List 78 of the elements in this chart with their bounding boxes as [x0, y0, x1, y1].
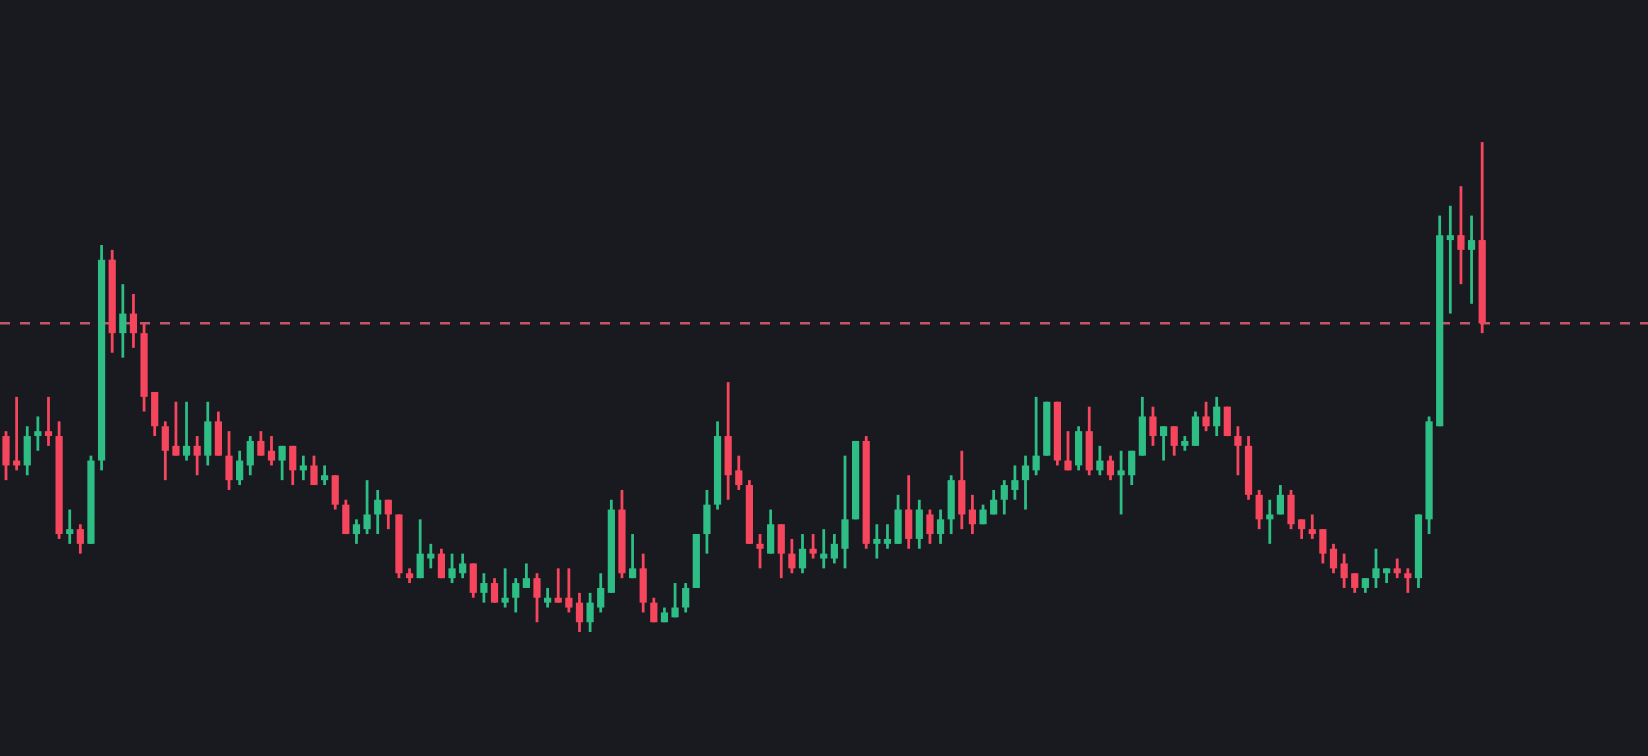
- candlestick: [915, 498, 923, 551]
- candlestick: [1234, 424, 1242, 477]
- candlestick: [682, 581, 690, 614]
- candlestick: [236, 449, 244, 487]
- candlestick: [756, 532, 764, 570]
- candlestick: [1446, 204, 1454, 315]
- candlestick: [1266, 498, 1274, 546]
- candlestick: [490, 576, 499, 605]
- candlestick: [44, 395, 53, 448]
- candlestick: [437, 547, 446, 580]
- candlestick: [1329, 542, 1338, 575]
- candlestick: [1170, 424, 1178, 458]
- candlestick: [1202, 400, 1210, 433]
- candlestick: [384, 498, 392, 531]
- candlestick: [628, 532, 637, 580]
- candlestick: [777, 522, 785, 580]
- candlestick: [129, 292, 138, 350]
- candlestick: [533, 571, 541, 624]
- candlestick: [1467, 214, 1476, 306]
- candlestick: [278, 444, 286, 482]
- candlestick: [947, 473, 955, 536]
- candlestick: [968, 493, 977, 536]
- candlestick: [1021, 454, 1030, 511]
- candlestick: [1149, 405, 1157, 448]
- candlestick: [501, 566, 509, 609]
- candlestick: [204, 400, 212, 467]
- candlestick: [193, 434, 201, 477]
- candlestick: [1213, 395, 1221, 438]
- candlestick: [936, 508, 945, 546]
- candlestick: [958, 449, 966, 531]
- candlestick: [342, 498, 350, 536]
- candlestick: [639, 552, 647, 614]
- candlestick: [225, 429, 233, 492]
- candlestick: [798, 532, 807, 575]
- candlestick: [809, 532, 817, 560]
- candlestick: [469, 562, 477, 600]
- candlestick: [119, 282, 127, 360]
- candlestick: [1085, 405, 1093, 477]
- candlestick: [76, 522, 84, 556]
- candlestick: [1138, 395, 1146, 458]
- candlestick: [905, 473, 913, 551]
- candlestick: [873, 522, 881, 560]
- candlestick: [182, 400, 191, 462]
- candlestick: [788, 537, 796, 575]
- candlestick: [246, 434, 254, 477]
- candlestick: [34, 415, 42, 453]
- candlestick: [1106, 454, 1115, 482]
- candlestick: [512, 576, 520, 614]
- candlestick: [257, 429, 265, 458]
- candlestick: [1032, 395, 1040, 477]
- candlestick: [480, 571, 488, 605]
- candlestick: [1075, 424, 1083, 472]
- candlestick: [1064, 429, 1072, 472]
- candlestick: [575, 591, 584, 634]
- candlestick: [522, 562, 530, 590]
- candlestick: [767, 508, 775, 556]
- candlestick: [267, 434, 276, 467]
- candlestick: [331, 473, 339, 511]
- candlestick: [289, 444, 297, 487]
- candlestick: [1159, 424, 1168, 462]
- candlestick: [1191, 410, 1200, 448]
- candlestick: [66, 508, 74, 546]
- candlestick: [1404, 566, 1412, 595]
- candlestick: [703, 488, 711, 556]
- candlestick: [1457, 184, 1465, 286]
- candlestick: [1255, 488, 1263, 531]
- candlestick: [374, 488, 382, 536]
- candlestick: [820, 527, 828, 570]
- candlestick: [650, 596, 658, 624]
- candlestick: [544, 586, 552, 609]
- candlestick: [214, 410, 223, 458]
- candlestick: [310, 454, 318, 487]
- candlestick: [926, 508, 934, 546]
- candlestick: [23, 424, 31, 477]
- candlestick: [299, 454, 307, 482]
- candlestick: [1276, 483, 1285, 516]
- candlestick: [320, 464, 329, 487]
- candlestick: [1393, 557, 1401, 580]
